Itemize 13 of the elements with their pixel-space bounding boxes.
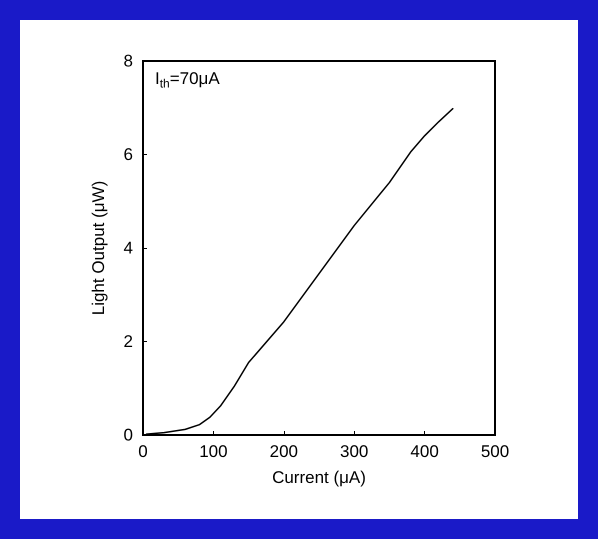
y-tick-label: 6 [124, 145, 133, 164]
y-axis-title: Light Output (μW) [89, 180, 108, 316]
x-tick-label: 300 [340, 442, 368, 461]
y-tick-label: 4 [124, 238, 133, 258]
x-tick-label: 200 [270, 442, 298, 461]
x-tick-label: 500 [480, 442, 510, 461]
y-tick-label: 2 [124, 332, 133, 351]
y-tick-label: 0 [124, 426, 133, 444]
x-axis-title: Current (μA) [272, 468, 366, 487]
x-tick-label: 400 [410, 442, 439, 461]
y-tick-label: 8 [124, 52, 133, 70]
x-tick-label: 100 [199, 442, 228, 461]
x-tick-label: 0 [138, 442, 148, 461]
